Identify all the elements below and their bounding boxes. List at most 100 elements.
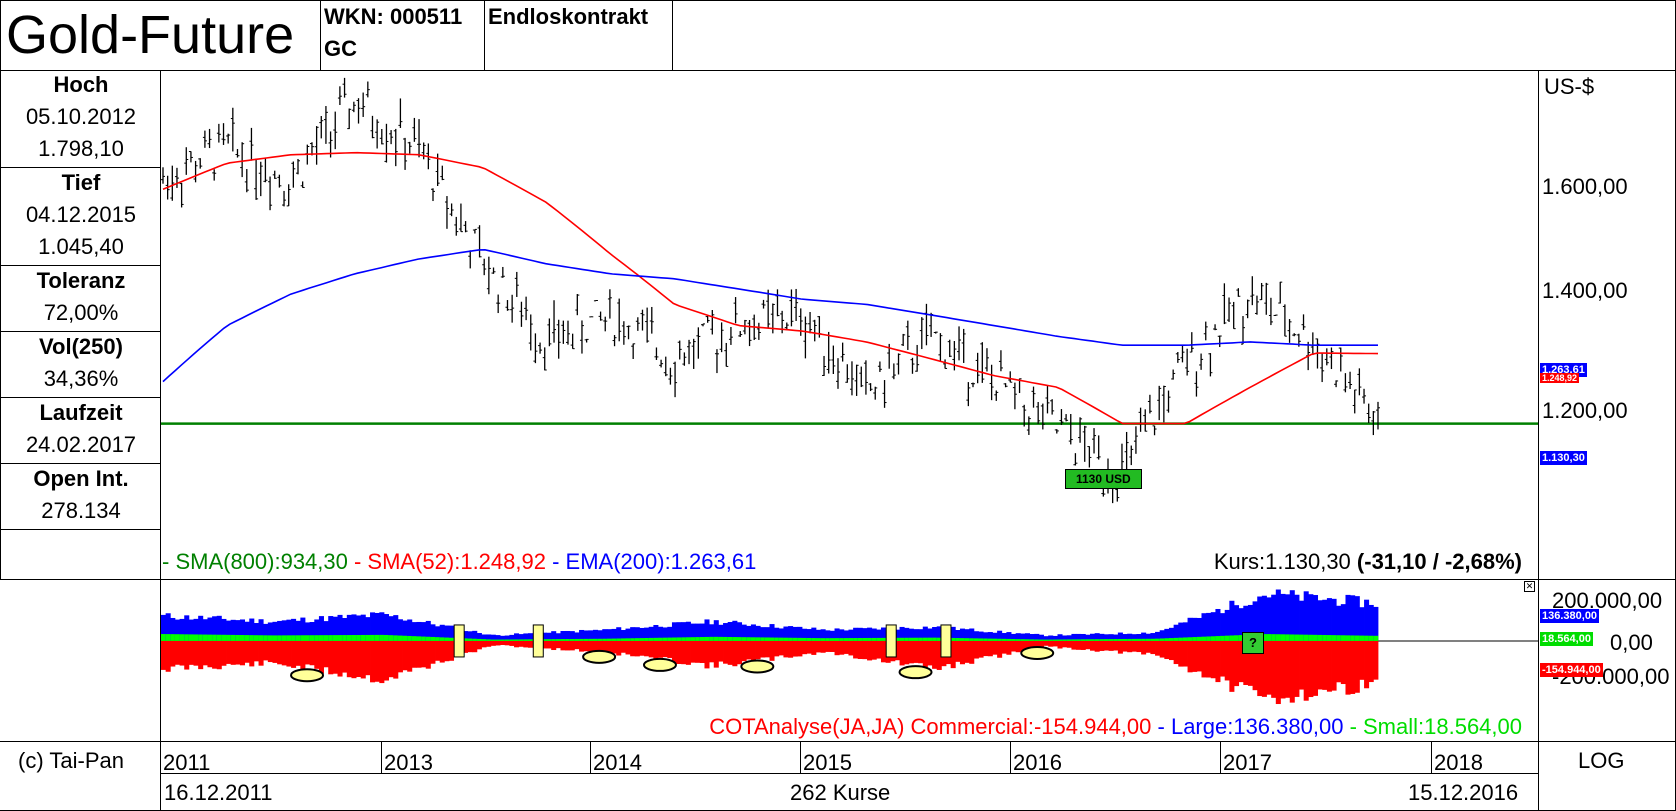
commercial-bar bbox=[1080, 640, 1086, 650]
commercial-bar bbox=[421, 640, 427, 668]
commercial-bar bbox=[755, 640, 761, 660]
commercial-bar bbox=[1359, 640, 1365, 680]
small-bar bbox=[1024, 639, 1031, 641]
small-bar bbox=[342, 635, 348, 641]
small-bar bbox=[365, 634, 371, 641]
commercial-bar bbox=[300, 640, 306, 671]
large-bar bbox=[1359, 607, 1365, 641]
large-bar bbox=[671, 622, 677, 641]
commercial-bar bbox=[546, 640, 552, 649]
stats-divider bbox=[1, 265, 161, 266]
small-bar bbox=[987, 638, 993, 641]
large-bar bbox=[495, 635, 501, 641]
large-bar bbox=[750, 624, 756, 641]
contract-label: Endloskontrakt bbox=[488, 4, 649, 29]
commercial-bar bbox=[969, 640, 975, 664]
cot-cross-marker bbox=[532, 624, 544, 658]
large-bar bbox=[616, 627, 622, 641]
large-bar bbox=[486, 634, 492, 641]
large-bar bbox=[462, 631, 468, 641]
small-bar bbox=[829, 638, 835, 641]
large-bar bbox=[1289, 590, 1295, 641]
small-bar bbox=[644, 637, 650, 641]
year-separator bbox=[590, 741, 591, 773]
large-bar bbox=[267, 622, 273, 641]
small-bar bbox=[1015, 639, 1021, 641]
large-bar bbox=[193, 618, 199, 641]
commercial-bar bbox=[1234, 640, 1240, 687]
large-bar bbox=[272, 621, 278, 641]
small-bar bbox=[918, 637, 924, 641]
large-bar bbox=[304, 622, 311, 641]
small-bar bbox=[1345, 635, 1351, 641]
commercial-bar bbox=[769, 640, 775, 661]
small-bar bbox=[235, 634, 241, 641]
large-bar bbox=[472, 630, 478, 641]
commercial-bar bbox=[365, 640, 371, 676]
stat-value-toleranz: 72,00% bbox=[43, 300, 119, 325]
large-bar bbox=[286, 619, 292, 641]
commercial-bar bbox=[1006, 640, 1012, 655]
commercial-bar bbox=[839, 640, 845, 655]
commercial-bar bbox=[853, 640, 859, 659]
price-chart[interactable] bbox=[161, 71, 1538, 579]
small-bar bbox=[379, 634, 385, 641]
commercial-bar bbox=[918, 640, 924, 664]
commercial-bar bbox=[249, 640, 255, 667]
small-bar bbox=[332, 635, 338, 641]
large-bar bbox=[658, 626, 664, 641]
question-marker[interactable]: ? bbox=[1242, 632, 1264, 654]
large-bar bbox=[323, 621, 329, 641]
large-bar bbox=[1173, 624, 1179, 641]
small-bar bbox=[904, 637, 910, 641]
commercial-bar bbox=[592, 640, 599, 652]
small-bar bbox=[1168, 638, 1175, 641]
small-bar bbox=[388, 635, 394, 641]
small-bar bbox=[425, 636, 431, 641]
small-bar bbox=[523, 639, 529, 641]
large-bar bbox=[639, 627, 645, 641]
large-bar bbox=[1168, 627, 1175, 641]
header-divider-3 bbox=[672, 0, 673, 71]
commercial-bar bbox=[574, 640, 580, 650]
commercial-bar bbox=[639, 640, 645, 656]
commercial-bar bbox=[1312, 640, 1319, 696]
small-bar bbox=[1280, 634, 1286, 641]
small-bar bbox=[555, 639, 561, 641]
small-bar bbox=[1271, 634, 1277, 641]
large-bar bbox=[1103, 634, 1109, 641]
large-bar bbox=[606, 629, 612, 641]
large-bar bbox=[899, 626, 905, 641]
commercial-bar bbox=[448, 640, 455, 661]
commercial-bar bbox=[337, 640, 343, 677]
commercial-bar bbox=[1173, 640, 1179, 665]
commercial-bar bbox=[857, 640, 863, 660]
commercial-bar bbox=[226, 640, 232, 664]
small-bar bbox=[671, 637, 677, 641]
commercial-bar bbox=[439, 640, 445, 663]
small-bar bbox=[216, 634, 222, 641]
commercial-bar bbox=[472, 640, 478, 653]
scale-mode-toggle[interactable]: LOG bbox=[1578, 748, 1625, 773]
commercial-bar bbox=[486, 640, 492, 647]
cot-legend-commercial: COTAnalyse(JA,JA) Commercial:-154.944,00 bbox=[709, 714, 1152, 739]
close-icon[interactable]: ✕ bbox=[1524, 581, 1535, 592]
large-bar bbox=[1308, 594, 1314, 641]
commercial-bar bbox=[360, 640, 366, 679]
cot-chart[interactable] bbox=[161, 580, 1538, 713]
large-bar bbox=[620, 630, 626, 641]
small-bar bbox=[927, 637, 933, 641]
small-bar bbox=[472, 638, 478, 641]
small-bar bbox=[1066, 639, 1072, 641]
commercial-bar bbox=[1261, 640, 1267, 697]
large-bar bbox=[1345, 594, 1351, 641]
price-ytick: 1.400,00 bbox=[1542, 278, 1628, 303]
small-bar bbox=[611, 638, 617, 641]
large-bar bbox=[365, 617, 371, 641]
large-bar bbox=[374, 612, 380, 641]
small-bar bbox=[648, 637, 654, 641]
commercial-bar bbox=[1076, 640, 1082, 650]
large-bar bbox=[1206, 612, 1212, 641]
small-bar bbox=[444, 637, 450, 641]
commercial-bar bbox=[425, 640, 431, 669]
